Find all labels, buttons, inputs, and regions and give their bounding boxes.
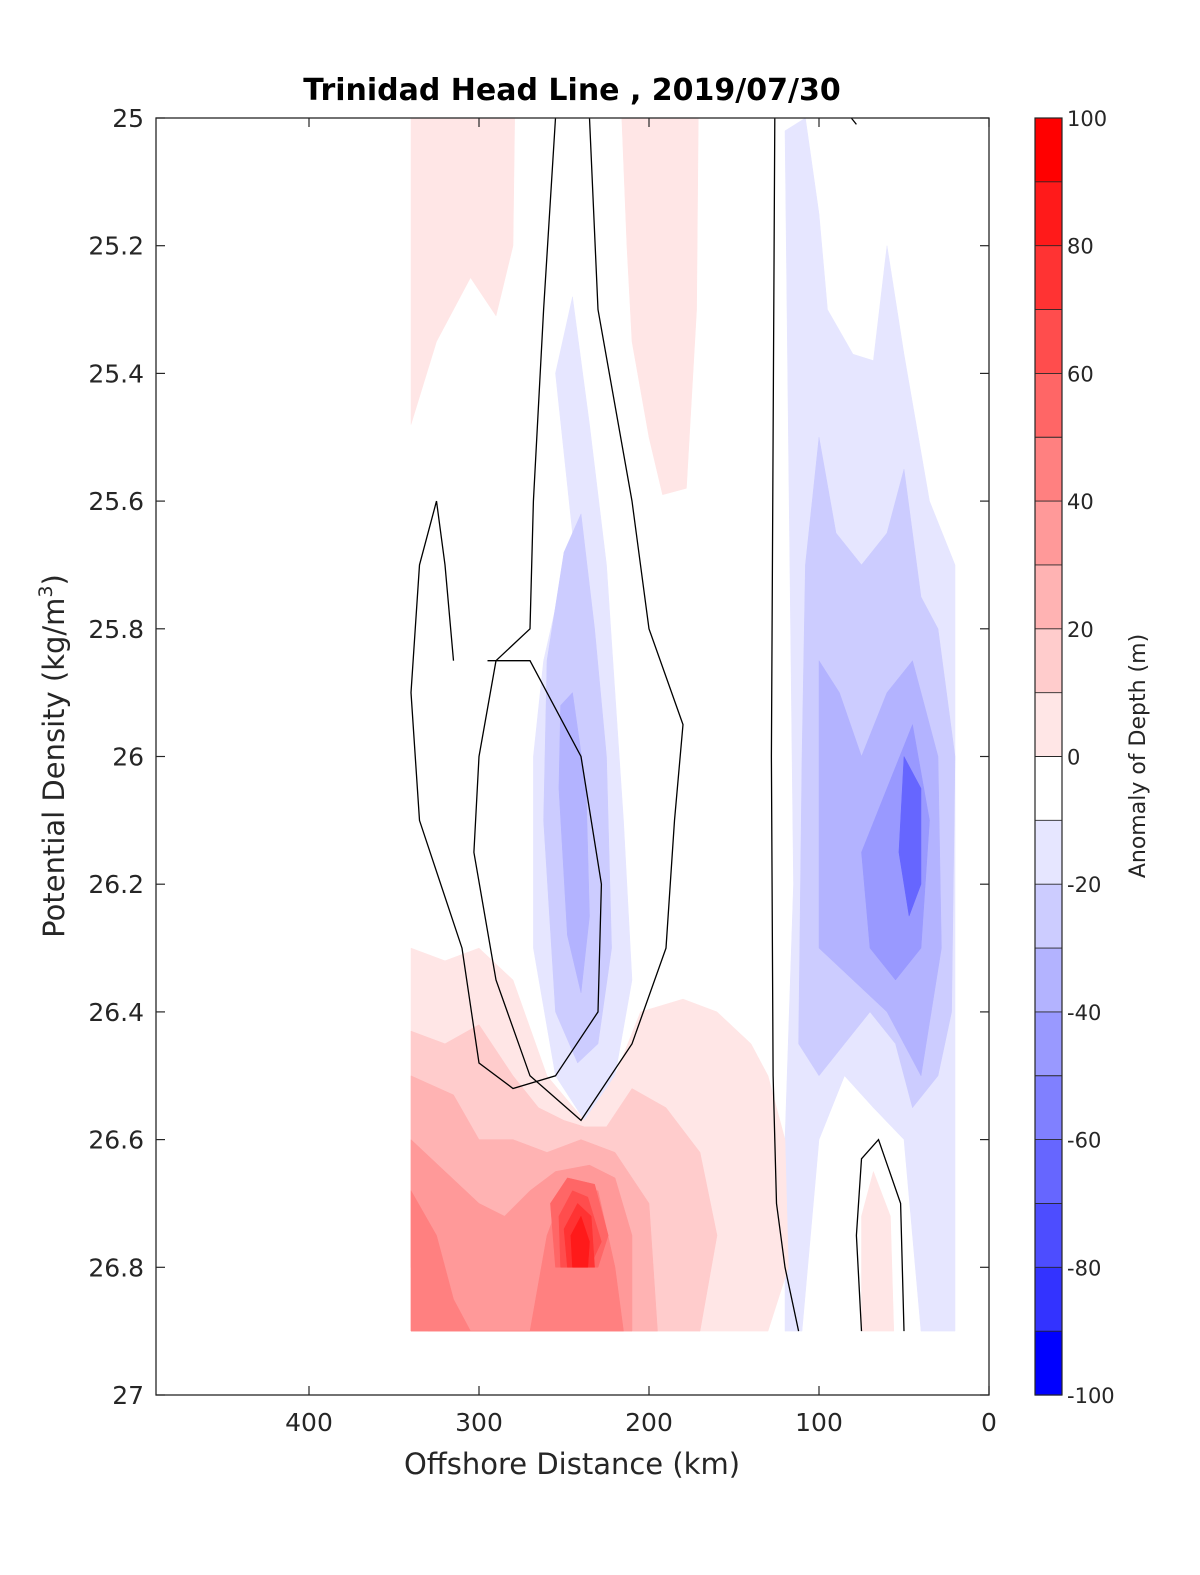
zero-contour-line-4 <box>850 118 857 125</box>
y-tick-label: 26 <box>112 743 144 772</box>
zero-contour-line-3 <box>855 1138 905 1332</box>
colorbar-tick-labels: 100 80 60 40 20 0 -20 -40 -60 -80 -100 <box>1067 107 1115 1408</box>
colorbar-swatch <box>1035 692 1062 758</box>
contour-fills <box>410 118 956 1332</box>
colorbar-tick-label: 80 <box>1067 235 1094 259</box>
mid-negative-lobe-core <box>558 692 590 993</box>
mid-positive-band-upper <box>621 118 699 496</box>
colorbar-tick-label: -20 <box>1067 873 1101 897</box>
colorbar-frame <box>1034 117 1063 1396</box>
colorbar-swatch <box>1035 1331 1062 1396</box>
y-axis-label-tail: ) <box>37 574 71 585</box>
colorbar-swatch <box>1035 309 1062 374</box>
y-tick-label: 25.4 <box>88 359 144 388</box>
colorbar-tick-label: 0 <box>1067 746 1080 770</box>
y-axis-label-superscript: 3 <box>35 585 57 597</box>
nearshore-negative-core <box>898 755 922 918</box>
x-axis-tick-labels: 400 300 200 100 0 <box>285 1408 997 1437</box>
colorbar-swatch <box>1035 1139 1062 1205</box>
y-tick-label: 27 <box>112 1381 144 1410</box>
x-tick-label: 100 <box>795 1408 843 1437</box>
colorbar-swatch <box>1035 628 1062 694</box>
colorbar-tick-label: 40 <box>1067 490 1094 514</box>
colorbar-swatch <box>1035 181 1062 247</box>
offshore-positive-band-upper <box>410 118 515 425</box>
y-tick-label: 26.4 <box>88 998 144 1027</box>
colorbar-label: Anomaly of Depth (m) <box>1126 634 1151 878</box>
x-tick-label: 200 <box>625 1408 673 1437</box>
y-tick-label: 25.8 <box>88 615 144 644</box>
chart-title: Trinidad Head Line , 2019/07/30 <box>303 73 840 108</box>
colorbar-swatch <box>1035 820 1062 885</box>
y-tick-label: 25 <box>112 104 144 133</box>
colorbar-swatch <box>1035 1075 1062 1141</box>
zero-contour-lines <box>410 118 905 1332</box>
colorbar-swatch <box>1035 501 1062 566</box>
x-tick-label: 400 <box>285 1408 333 1437</box>
x-tick-label: 0 <box>981 1408 997 1437</box>
colorbar-tick-label: 20 <box>1067 618 1094 642</box>
colorbar-tick-label: -80 <box>1067 1256 1101 1280</box>
colorbar-tick-label: -100 <box>1067 1384 1115 1408</box>
colorbar-swatch <box>1035 884 1062 949</box>
zero-contour-line-1 <box>410 500 603 1090</box>
zero-contour-line-2 <box>770 118 800 1332</box>
y-tick-label: 25.6 <box>88 487 144 516</box>
x-tick-label: 300 <box>455 1408 503 1437</box>
colorbar-swatch <box>1035 1011 1062 1077</box>
colorbar-swatch <box>1035 437 1062 502</box>
colorbar-swatch <box>1035 373 1062 438</box>
y-tick-label: 26.8 <box>88 1253 144 1282</box>
colorbar-tick-label: 60 <box>1067 362 1094 386</box>
colorbar-swatch <box>1035 564 1062 630</box>
colorbar-tick-label: -60 <box>1067 1129 1101 1153</box>
colorbar-swatch <box>1035 245 1062 311</box>
colorbar-swatch <box>1035 118 1062 183</box>
bottom-positive-core-90 <box>570 1215 590 1268</box>
y-axis-label-main: Potential Density (kg/m <box>37 598 71 938</box>
y-tick-label: 25.2 <box>88 232 144 261</box>
colorbar-tick-label: -40 <box>1067 1001 1101 1025</box>
colorbar-tick-label: 100 <box>1067 107 1107 131</box>
x-axis-label: Offshore Distance (km) <box>404 1447 740 1481</box>
colorbar-swatch <box>1035 1267 1062 1332</box>
y-tick-label: 26.6 <box>88 1126 144 1155</box>
colorbar-swatch <box>1035 948 1062 1013</box>
colorbar <box>1035 118 1062 1396</box>
axis-tick-marks <box>156 117 990 1396</box>
y-axis-tick-labels: 25 25.2 25.4 25.6 25.8 26 26.2 26.4 26.6 26.8 27 <box>88 104 144 1410</box>
zero-contour-line-0 <box>473 118 684 1122</box>
colorbar-swatch <box>1035 756 1062 821</box>
y-axis-label: Potential Density (kg/m3) <box>35 574 71 938</box>
y-tick-label: 26.2 <box>88 870 144 899</box>
colorbar-swatch <box>1035 1203 1062 1268</box>
nearshore-positive-pocket <box>861 1170 895 1332</box>
